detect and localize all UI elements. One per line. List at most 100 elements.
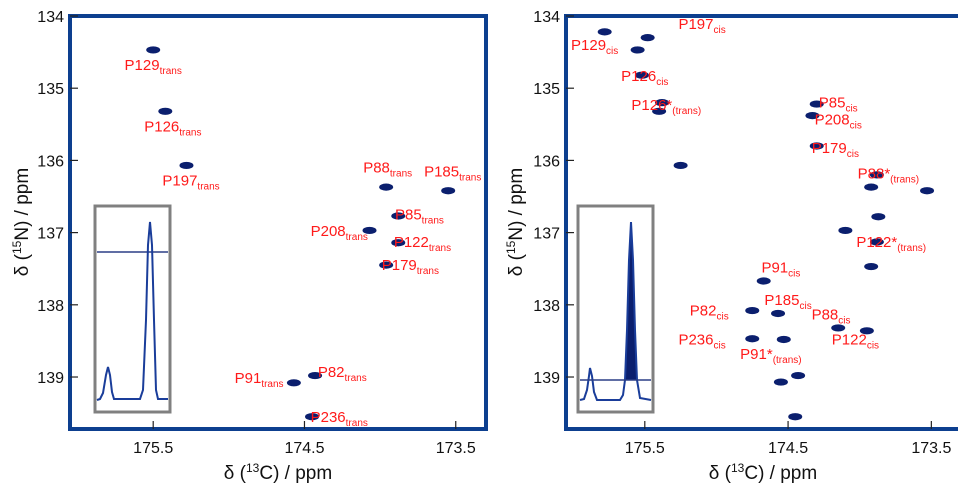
y-tick-label: 138	[533, 298, 560, 315]
peak-label: P88*(trans)	[858, 165, 919, 185]
peak-label-residue: P82	[690, 303, 717, 320]
inset-trace-left	[93, 204, 172, 414]
peak-label-subscript: cis	[847, 149, 859, 160]
y-tick-label: 137	[37, 226, 64, 243]
y-tick-group: 134 135 136 137 138 139	[533, 9, 574, 387]
y-axis-label-post: N) / ppm	[506, 168, 527, 241]
peak-label: P236trans	[311, 409, 368, 429]
peak-label: P126cis	[621, 68, 668, 88]
peak-marker	[654, 99, 669, 107]
peak-label-residue: P236	[311, 409, 346, 426]
peak-label: P91cis	[761, 259, 800, 279]
peak-marker	[652, 107, 667, 115]
y-tick-label: 139	[37, 370, 64, 387]
peak-label-subscript: cis	[714, 25, 726, 36]
peak-marker	[634, 71, 649, 79]
peak-label-subscript: trans	[345, 373, 367, 384]
x-tick-label: 174.5	[284, 440, 324, 457]
peak-label: P122*(trans)	[856, 234, 926, 254]
x-axis-label-sup: 13	[731, 461, 745, 475]
peak-label-subscript: (trans)	[897, 243, 926, 254]
peak-label: P122trans	[394, 234, 451, 254]
peak-label-residue: P126*	[631, 97, 672, 114]
peak-label-residue: P88	[812, 306, 839, 323]
x-tick-label: 173.5	[436, 440, 476, 457]
peak-marker	[871, 213, 886, 221]
peak-marker	[146, 46, 161, 54]
y-tick-label: 137	[533, 226, 560, 243]
peak-marker	[179, 161, 194, 170]
peak-label: P126*(trans)	[631, 97, 701, 117]
peak-label-subscript: cis	[606, 46, 618, 57]
peak-label: P185trans	[424, 163, 481, 183]
peak-marker	[362, 226, 377, 235]
peak-label-residue: P129	[125, 57, 160, 74]
peak-label-subscript: cis	[867, 341, 879, 352]
peak-marker	[391, 239, 406, 247]
peak-marker	[859, 327, 874, 335]
peak-label-residue: P91	[235, 370, 262, 387]
peak-label-residue: P126	[621, 68, 656, 85]
x-axis-label-pre: δ (	[224, 463, 247, 484]
peak-marker	[805, 112, 820, 120]
peak-label: P88cis	[812, 306, 851, 326]
y-tick-label: 138	[37, 298, 64, 315]
peak-label: P85cis	[819, 95, 858, 115]
peak-label-residue: P208	[815, 111, 850, 128]
peak-marker	[597, 28, 612, 36]
peak-marker	[305, 413, 320, 421]
peak-marker	[630, 46, 645, 54]
peak-label-residue: P122	[394, 234, 429, 251]
peak-marker	[791, 371, 806, 380]
x-tick-label: 173.5	[911, 440, 951, 457]
peak-label: P208trans	[311, 223, 368, 243]
peak-label-residue: P85	[395, 207, 422, 224]
peak-marker	[869, 238, 884, 246]
peak-marker	[831, 324, 846, 332]
peak-label: P126trans	[144, 119, 201, 139]
y-axis-label-sup: 15	[10, 240, 24, 254]
peak-label-residue: P197	[162, 173, 197, 190]
peak-label-residue: P185	[764, 292, 799, 309]
peak-label: P85trans	[395, 207, 444, 227]
peak-label-subscript: trans	[417, 266, 439, 277]
peak-label: P185cis	[764, 292, 811, 312]
peak-marker	[771, 309, 786, 318]
peak-label: P179trans	[382, 257, 439, 277]
y-tick-group: 134 135 136 137 138 139	[37, 9, 78, 387]
peak-label-residue: P185	[424, 163, 459, 180]
peak-label-subscript: cis	[845, 104, 857, 115]
y-tick-label: 139	[533, 370, 560, 387]
peak-marker	[158, 107, 173, 115]
peak-label-subscript: trans	[179, 128, 201, 139]
inset-trace-right	[576, 204, 655, 414]
peak-marker	[756, 277, 771, 285]
peak-label-residue: P85	[819, 95, 846, 112]
x-axis-label-sup: 13	[246, 461, 260, 475]
peak-label-residue: P197	[678, 16, 713, 33]
peak-label-residue: P236	[678, 332, 713, 349]
peak-label-subscript: trans	[346, 232, 368, 243]
peak-label: P129cis	[571, 37, 618, 57]
peak-label: P91trans	[235, 370, 284, 390]
x-axis-label-post: C) / ppm	[259, 463, 332, 484]
peak-marker	[920, 187, 935, 195]
inset-frame	[576, 204, 655, 414]
peak-marker	[673, 161, 688, 170]
y-tick-label: 135	[37, 81, 64, 98]
x-tick-group: 175.5 174.5 173.5	[133, 421, 476, 457]
x-axis-label: δ (13C) / ppm	[224, 461, 332, 484]
x-axis-label: δ (13C) / ppm	[709, 461, 817, 484]
y-tick-label: 135	[533, 81, 560, 98]
x-tick-group: 175.5 174.5 173.5	[625, 421, 951, 457]
y-axis-label-pre: δ (	[506, 253, 527, 276]
y-tick-label: 136	[533, 153, 560, 170]
y-axis-label-pre: δ (	[12, 253, 33, 276]
x-axis-label-post: C) / ppm	[744, 463, 817, 484]
y-axis-label-post: N) / ppm	[12, 168, 33, 241]
peak-label-subscript: cis	[850, 120, 862, 131]
y-tick-label: 134	[533, 9, 560, 26]
peak-label-subscript: (trans)	[890, 174, 919, 185]
y-tick-label: 136	[37, 153, 64, 170]
